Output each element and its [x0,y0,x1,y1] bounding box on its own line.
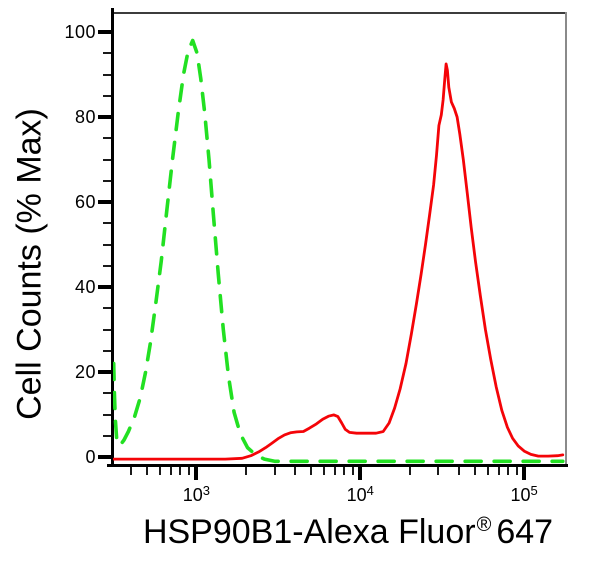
y-minor-tick-5 [103,434,111,437]
y-minor-tick-10 [103,413,111,416]
x-minor-tick-80000 [507,467,510,475]
y-minor-tick-45 [103,264,111,267]
red-solid-histogram-curve [113,62,565,461]
registered-trademark-symbol: ® [476,514,492,536]
x-major-tick-1000 [194,467,199,480]
y-minor-tick-35 [103,307,111,310]
y-tick-label-60: 60 [74,192,96,212]
x-axis-title-main: HSP90B1-Alexa Fluor [142,513,476,551]
y-minor-tick-30 [103,328,111,331]
x-minor-tick-50000 [473,467,476,475]
y-minor-tick-85 [103,94,111,97]
x-tick-label-10000: 104 [346,483,374,505]
y-minor-tick-15 [103,392,111,395]
x-axis-title-suffix: 647 [496,513,554,551]
x-minor-tick-800 [179,467,182,475]
x-axis-line [107,464,568,467]
y-major-tick-0 [98,455,111,459]
y-minor-tick-95 [103,52,111,55]
x-minor-tick-40000 [457,467,460,475]
x-minor-tick-2000 [244,467,247,475]
plot-border-right [565,12,567,465]
x-minor-tick-60000 [486,467,489,475]
y-major-tick-20 [98,370,111,374]
x-tick-label-exponent: 5 [530,483,538,498]
x-tick-label-base: 10 [510,485,531,505]
x-minor-tick-4000 [294,467,297,475]
x-minor-tick-900 [187,467,190,475]
x-major-tick-100000 [522,467,527,480]
y-minor-tick-75 [103,137,111,140]
plot-border-top [112,12,567,14]
x-minor-tick-20000 [408,467,411,475]
x-minor-tick-700 [169,467,172,475]
x-minor-tick-90000 [515,467,518,475]
y-minor-tick-70 [103,158,111,161]
x-tick-label-1000: 103 [182,483,210,505]
y-axis-line [111,8,114,467]
x-minor-tick-70000 [497,467,500,475]
y-major-tick-100 [98,30,111,34]
y-axis-title: Cell Counts (% Max) [10,108,49,420]
green-dashed-histogram-curve [113,38,565,464]
x-minor-tick-600 [159,467,161,475]
y-major-tick-40 [98,285,111,289]
y-minor-tick-55 [103,222,111,225]
x-minor-tick-500 [146,467,149,475]
x-axis-title: HSP90B1-Alexa Fluor® 647 [143,513,553,552]
y-tick-label-20: 20 [74,362,96,382]
x-tick-label-base: 10 [182,485,203,505]
x-minor-tick-30000 [437,467,440,475]
x-minor-tick-8000 [343,467,346,475]
y-tick-label-0: 0 [85,447,96,467]
y-major-tick-80 [98,115,111,119]
x-tick-label-base: 10 [346,485,367,505]
x-minor-tick-6000 [322,467,325,475]
x-minor-tick-3000 [273,467,276,475]
y-minor-tick-90 [103,73,111,76]
x-minor-tick-400 [130,467,133,475]
y-tick-label-40: 40 [74,277,96,297]
x-tick-label-100000: 105 [510,483,538,505]
x-tick-label-exponent: 4 [366,483,374,498]
histogram-curves-canvas [113,38,565,464]
x-tick-label-exponent: 3 [202,483,210,498]
y-minor-tick-25 [103,349,111,352]
x-minor-tick-9000 [351,467,354,475]
x-minor-tick-5000 [309,467,312,475]
y-major-tick-60 [98,200,111,204]
y-minor-tick-50 [103,243,111,246]
y-tick-label-80: 80 [74,107,96,127]
y-minor-tick-65 [103,179,111,182]
x-minor-tick-7000 [333,467,336,475]
x-major-tick-10000 [358,467,363,480]
y-tick-label-100: 100 [64,22,96,42]
